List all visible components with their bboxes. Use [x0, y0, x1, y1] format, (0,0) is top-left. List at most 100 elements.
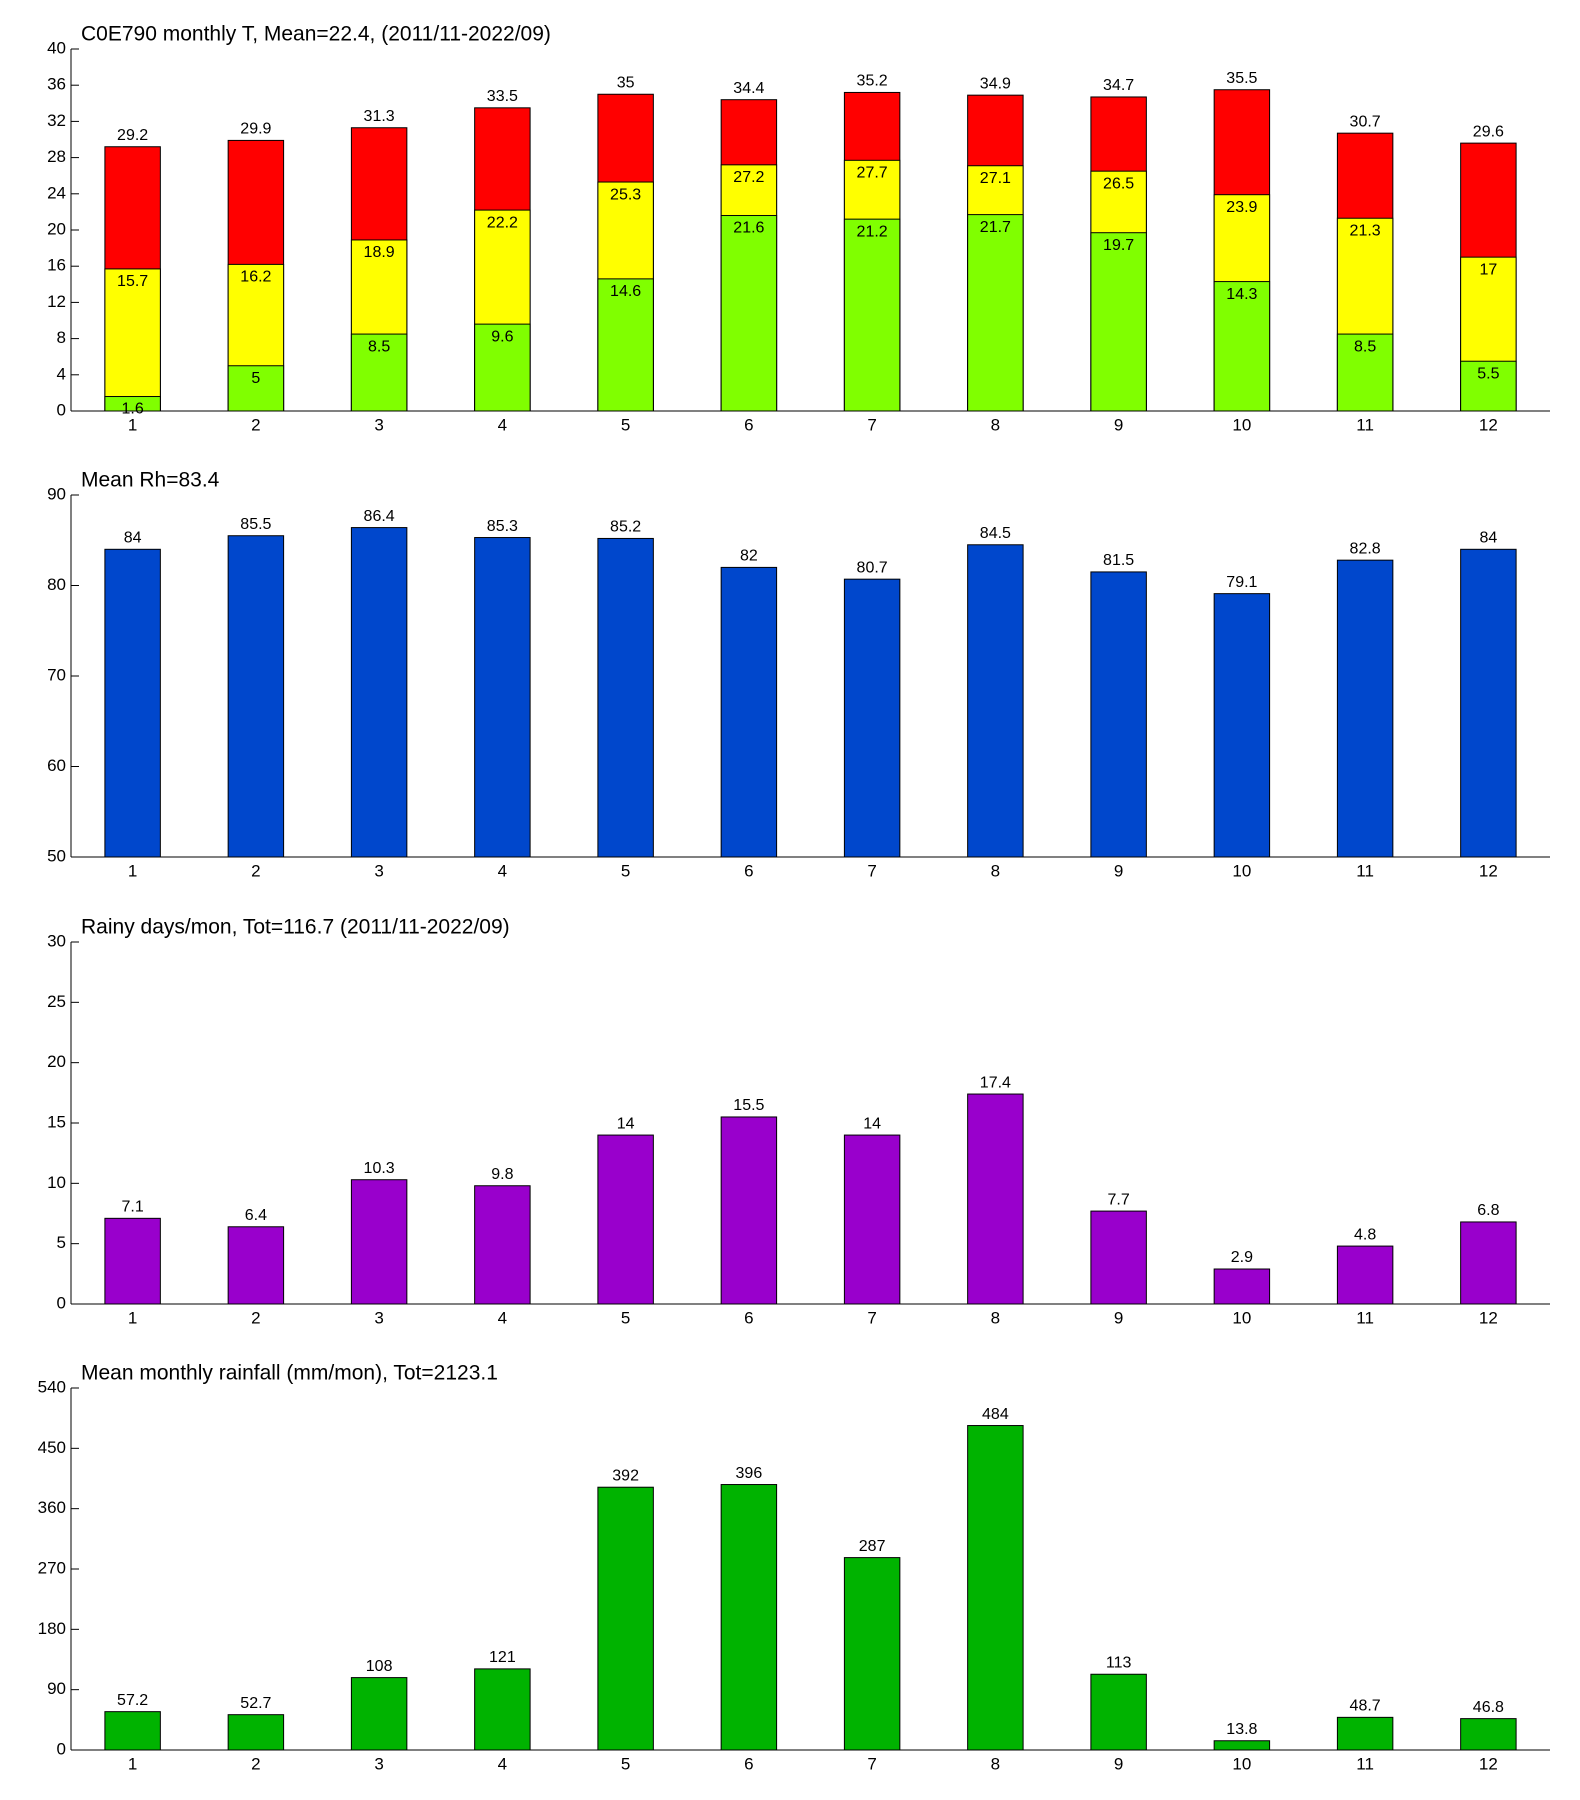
value-label: 9.8: [491, 1166, 513, 1183]
value-label: 5: [251, 370, 260, 387]
value-label: 29.9: [240, 121, 271, 138]
value-label: 34.7: [1103, 77, 1134, 94]
y-tick-label: 50: [47, 846, 66, 865]
y-tick-label: 10: [47, 1173, 66, 1192]
x-tick-label: 1: [128, 415, 137, 434]
value-label: 48.7: [1350, 1698, 1381, 1715]
value-label: 79.1: [1226, 574, 1257, 591]
x-tick-label: 5: [621, 861, 630, 880]
x-tick-label: 10: [1232, 861, 1251, 880]
x-tick-label: 10: [1232, 1308, 1251, 1327]
bar: [597, 278, 654, 412]
y-tick-label: 32: [47, 111, 66, 130]
x-tick-label: 10: [1232, 1754, 1251, 1773]
bar: [1090, 1673, 1147, 1751]
x-tick-label: 3: [374, 861, 383, 880]
x-tick-label: 6: [744, 1754, 753, 1773]
bar: [597, 1486, 654, 1751]
bar: [1090, 571, 1147, 858]
y-tick-label: 16: [47, 256, 66, 275]
y-tick-label: 60: [47, 756, 66, 775]
value-label: 21.2: [857, 223, 888, 240]
bar: [227, 535, 285, 858]
y-tick-label: 540: [38, 1377, 66, 1396]
bar: [1213, 1268, 1271, 1305]
y-tick-label: 5: [57, 1233, 66, 1252]
value-label: 14.6: [610, 283, 641, 300]
bar: [1213, 281, 1271, 412]
x-tick-label: 5: [621, 1754, 630, 1773]
value-label: 17.4: [980, 1074, 1011, 1091]
value-label: 14: [617, 1115, 635, 1132]
y-tick-label: 28: [47, 147, 66, 166]
value-label: 18.9: [364, 244, 395, 261]
value-label: 34.9: [980, 75, 1011, 92]
y-tick-label: 25: [47, 992, 66, 1011]
bar: [720, 215, 778, 412]
value-label: 34.4: [733, 80, 764, 97]
bar: [843, 1557, 901, 1751]
y-tick-label: 0: [57, 1293, 66, 1312]
value-label: 15.7: [117, 273, 148, 290]
chart-title: Mean monthly rainfall (mm/mon), Tot=2123…: [81, 1362, 498, 1385]
x-tick-label: 6: [744, 861, 753, 880]
value-label: 19.7: [1103, 237, 1134, 254]
value-label: 27.2: [733, 169, 764, 186]
y-tick-label: 270: [38, 1558, 66, 1577]
value-label: 287: [859, 1538, 886, 1555]
bar: [967, 1425, 1024, 1751]
bar: [1460, 1221, 1517, 1305]
x-tick-label: 1: [128, 1308, 137, 1327]
value-label: 21.7: [980, 219, 1011, 236]
value-label: 14: [863, 1115, 881, 1132]
value-label: 30.7: [1350, 113, 1381, 130]
bar: [1336, 559, 1394, 858]
bar: [720, 1484, 778, 1751]
value-label: 7.1: [122, 1199, 144, 1216]
value-label: 16.2: [240, 269, 271, 286]
value-label: 9.6: [491, 328, 513, 345]
x-tick-label: 2: [251, 1308, 260, 1327]
value-label: 6.8: [1477, 1202, 1499, 1219]
bar: [967, 544, 1024, 858]
value-label: 82: [740, 548, 758, 565]
x-tick-label: 7: [867, 1754, 876, 1773]
x-tick-label: 11: [1356, 415, 1374, 434]
value-label: 31.3: [364, 108, 395, 125]
value-label: 2.9: [1231, 1249, 1253, 1266]
bar: [227, 1226, 285, 1305]
bar: [474, 537, 531, 858]
x-tick-label: 12: [1479, 415, 1498, 434]
value-label: 14.3: [1226, 286, 1257, 303]
x-tick-label: 11: [1356, 1754, 1374, 1773]
x-tick-label: 2: [251, 861, 260, 880]
value-label: 52.7: [240, 1695, 271, 1712]
value-label: 8.5: [368, 338, 390, 355]
y-tick-label: 90: [47, 484, 66, 503]
bar: [104, 1711, 161, 1751]
value-label: 21.6: [733, 220, 764, 237]
x-tick-label: 1: [128, 1754, 137, 1773]
y-tick-label: 20: [47, 219, 66, 238]
value-label: 80.7: [857, 559, 888, 576]
value-label: 392: [612, 1467, 639, 1484]
bar: [597, 537, 654, 858]
x-tick-label: 3: [374, 1754, 383, 1773]
x-tick-label: 1: [128, 861, 137, 880]
value-label: 21.3: [1350, 222, 1381, 239]
y-tick-label: 12: [47, 292, 66, 311]
x-tick-label: 12: [1479, 861, 1498, 880]
y-tick-label: 15: [47, 1112, 66, 1131]
chart-title: C0E790 monthly T, Mean=22.4, (2011/11-20…: [81, 23, 551, 46]
bar: [1090, 232, 1147, 412]
value-label: 108: [366, 1658, 393, 1675]
y-tick-label: 90: [47, 1679, 66, 1698]
y-tick-label: 360: [38, 1498, 66, 1517]
x-tick-label: 8: [991, 415, 1000, 434]
x-tick-label: 9: [1114, 861, 1123, 880]
x-tick-label: 4: [498, 415, 507, 434]
x-tick-label: 7: [867, 1308, 876, 1327]
value-label: 85.5: [240, 516, 271, 533]
value-label: 5.5: [1477, 365, 1499, 382]
